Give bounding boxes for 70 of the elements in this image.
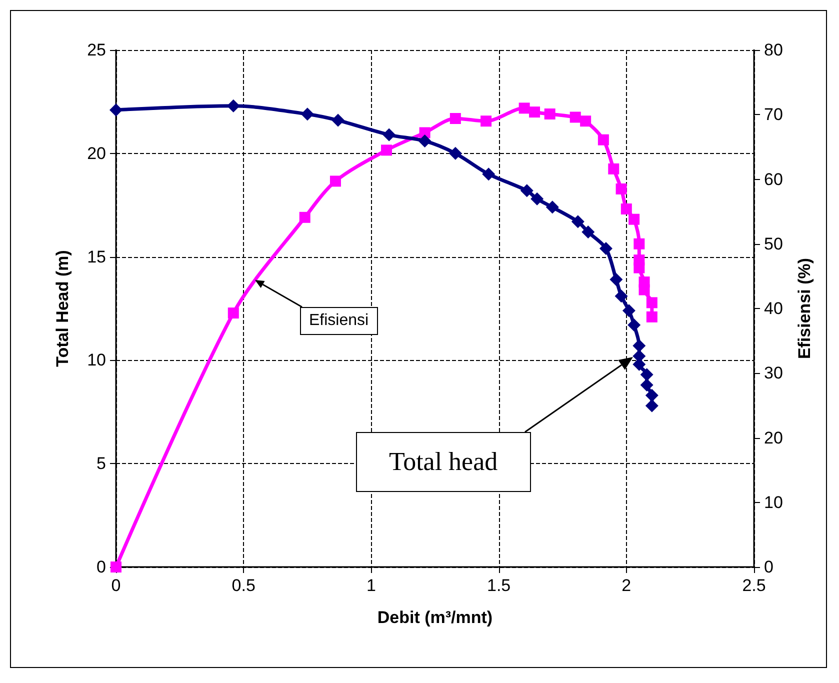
- point: [608, 163, 620, 174]
- point: [299, 212, 310, 223]
- point: [634, 238, 645, 250]
- point: [571, 215, 584, 228]
- point: [300, 108, 314, 121]
- y2-tick-label: 30: [764, 364, 783, 383]
- point: [480, 116, 492, 127]
- point: [546, 200, 559, 214]
- point: [544, 108, 556, 120]
- point: [482, 168, 496, 181]
- x-tick-label: 0: [111, 576, 121, 595]
- point: [580, 116, 592, 127]
- point: [622, 304, 636, 318]
- point: [110, 103, 122, 116]
- point: [448, 146, 462, 160]
- y-tick-label: 10: [87, 350, 106, 370]
- annotation: Efisiensi: [300, 307, 378, 335]
- point: [228, 308, 239, 319]
- point: [582, 225, 595, 238]
- point: [634, 262, 645, 274]
- y-axis-title: Total Head (m): [53, 250, 72, 367]
- y2-tick-label: 10: [764, 492, 783, 512]
- point: [614, 290, 628, 303]
- point: [226, 99, 240, 112]
- y2-tick-label: 60: [764, 170, 783, 189]
- point: [332, 114, 345, 127]
- point: [638, 284, 650, 296]
- y-tick-label: 15: [87, 247, 106, 266]
- point: [640, 378, 654, 392]
- point: [628, 318, 641, 332]
- point: [450, 113, 461, 124]
- y2-tick-label: 70: [764, 105, 783, 124]
- point: [616, 183, 627, 194]
- y2-tick-label: 0: [764, 558, 774, 576]
- point: [628, 214, 640, 225]
- point: [381, 144, 392, 156]
- point: [640, 368, 654, 382]
- y-tick-label: 20: [87, 144, 106, 163]
- point: [530, 192, 544, 206]
- point: [610, 273, 623, 286]
- y2-tick-label: 20: [764, 428, 783, 448]
- y2-tick-label: 40: [764, 299, 783, 318]
- point: [645, 399, 658, 412]
- point: [645, 388, 658, 402]
- y2-tick-label: 80: [764, 40, 783, 60]
- point: [520, 184, 534, 198]
- x-tick-label: 1.5: [486, 576, 511, 595]
- point: [599, 242, 612, 256]
- y2-axis-title: Efisiensi (%): [795, 258, 814, 360]
- point: [646, 311, 658, 322]
- point: [632, 339, 646, 352]
- point: [330, 176, 341, 187]
- annotation: Total head: [356, 432, 531, 492]
- x-tick-label: 2: [622, 576, 632, 595]
- point: [646, 297, 658, 308]
- x-tick-label: 1: [366, 576, 376, 595]
- y2-tick-label: 50: [764, 234, 783, 254]
- point: [418, 134, 432, 148]
- x-tick-label: 0.5: [232, 576, 256, 595]
- point: [518, 102, 530, 114]
- point: [570, 112, 581, 123]
- y-tick-label: 0: [96, 558, 106, 576]
- x-axis-title: Debit (m³/mnt): [377, 608, 493, 627]
- point: [382, 128, 396, 142]
- point: [529, 106, 540, 118]
- x-tick-label: 2.5: [742, 576, 766, 595]
- y-tick-label: 25: [87, 40, 106, 60]
- y-tick-label: 5: [96, 454, 106, 474]
- point: [598, 134, 609, 146]
- point: [620, 203, 632, 214]
